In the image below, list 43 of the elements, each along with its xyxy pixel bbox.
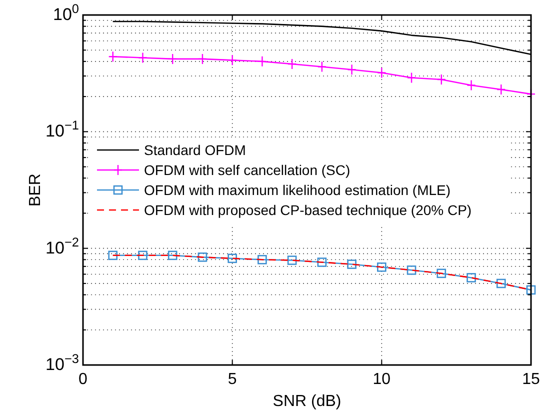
point — [287, 256, 297, 265]
point — [287, 58, 297, 70]
y-axis-title: BER — [27, 174, 44, 206]
legend-label: OFDM with maximum likelihood estimation (MLE) — [144, 182, 451, 198]
point — [436, 74, 446, 86]
point — [138, 250, 148, 260]
point — [138, 52, 148, 64]
point — [496, 278, 506, 288]
point — [347, 260, 356, 269]
point — [347, 64, 356, 76]
point — [466, 80, 476, 91]
y-tick-label: 10$^{−1}$ — [46, 117, 79, 141]
y-tick-label: 10$^{−3}$ — [46, 350, 79, 374]
x-tick-label: 5 — [228, 371, 237, 388]
legend-label: OFDM with proposed CP-based technique (20% CP) — [144, 202, 472, 218]
point — [496, 84, 506, 96]
point — [198, 53, 208, 65]
point — [406, 266, 416, 275]
point — [198, 252, 208, 262]
x-axis-title: SNR (dB) — [272, 393, 342, 410]
point — [317, 61, 327, 72]
point — [526, 285, 536, 295]
point — [317, 258, 327, 267]
point — [377, 67, 386, 78]
point — [377, 262, 386, 272]
point — [168, 250, 178, 260]
point — [406, 72, 416, 84]
point — [258, 56, 267, 68]
y-tick-label: 10$^{−2}$ — [46, 234, 79, 258]
y-tick-label: 10$^{0}$ — [52, 0, 79, 24]
point — [168, 53, 178, 65]
point — [228, 54, 237, 66]
legend-label: OFDM with self cancellation (SC) — [144, 162, 350, 178]
point — [228, 254, 237, 264]
point — [466, 273, 476, 282]
point — [258, 254, 267, 264]
point — [108, 250, 118, 260]
point — [436, 268, 446, 278]
x-tick-label: 10 — [372, 371, 391, 388]
x-tick-label: 0 — [78, 371, 88, 388]
x-tick-label: 15 — [522, 371, 540, 388]
legend-label: Standard OFDM — [144, 142, 246, 158]
point — [108, 50, 118, 62]
